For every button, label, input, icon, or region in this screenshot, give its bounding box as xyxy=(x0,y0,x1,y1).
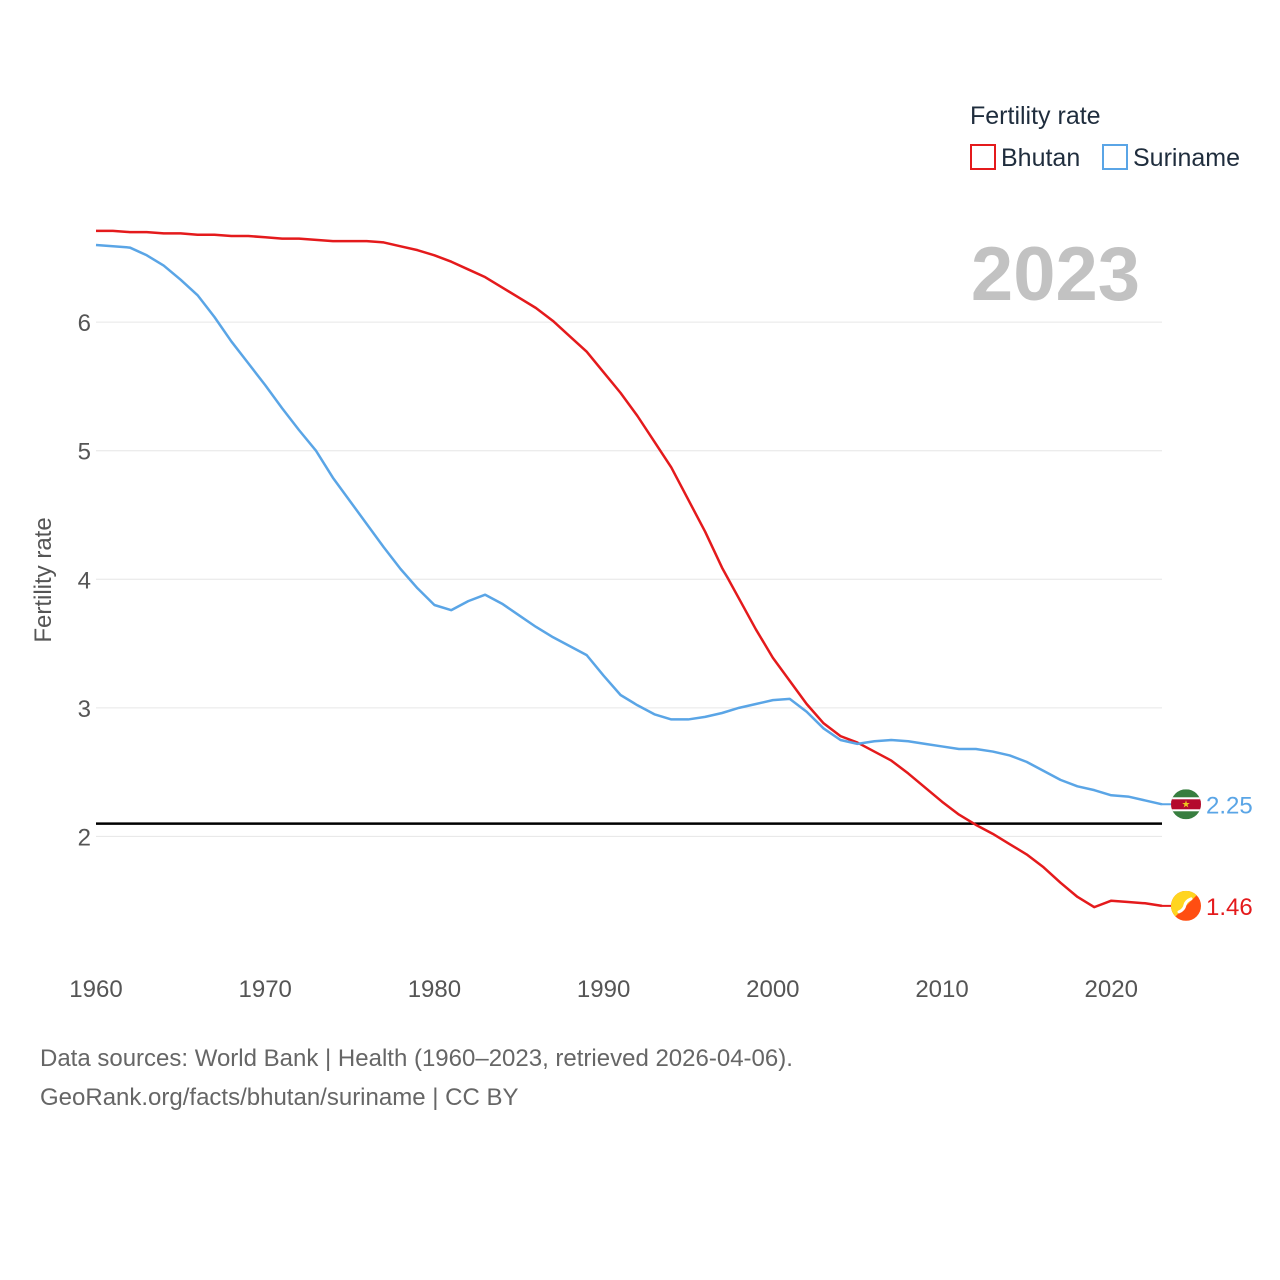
x-tick-label: 2020 xyxy=(1085,976,1138,1003)
legend: Fertility rate Bhutan Suriname xyxy=(970,102,1240,172)
legend-label-suriname: Suriname xyxy=(1133,144,1240,172)
series-line-bhutan xyxy=(96,229,1163,909)
end-value-label-suriname: 2.25 xyxy=(1206,792,1253,819)
y-tick-label: 5 xyxy=(78,439,91,466)
footer-sources: Data sources: World Bank | Health (1960–… xyxy=(40,1045,793,1072)
end-markers: 1.46 2.25 xyxy=(1162,789,1253,921)
y-axis-ticks: 2 3 4 5 6 xyxy=(78,310,91,851)
y-tick-label: 6 xyxy=(78,310,91,337)
y-tick-label: 2 xyxy=(78,824,91,851)
series-lines xyxy=(95,229,1163,909)
x-tick-label: 1960 xyxy=(69,976,122,1003)
x-tick-label: 1990 xyxy=(577,976,630,1003)
x-axis-ticks: 1960 1970 1980 1990 2000 2010 2020 xyxy=(69,976,1138,1003)
y-tick-label: 3 xyxy=(78,696,91,723)
legend-swatch-suriname xyxy=(1102,144,1128,170)
legend-label-bhutan: Bhutan xyxy=(1001,144,1080,172)
year-label: 2023 xyxy=(971,232,1140,317)
gridlines xyxy=(96,321,1162,837)
footer-attribution: GeoRank.org/facts/bhutan/suriname | CC B… xyxy=(40,1084,519,1111)
y-axis-title: Fertility rate xyxy=(30,517,57,642)
legend-title: Fertility rate xyxy=(970,102,1101,130)
end-value-label-bhutan: 1.46 xyxy=(1206,894,1253,921)
series-line-suriname xyxy=(95,243,1163,806)
suriname-flag-icon xyxy=(1171,789,1201,820)
bhutan-flag-icon xyxy=(1171,890,1201,921)
x-tick-label: 2000 xyxy=(746,976,799,1003)
x-tick-label: 2010 xyxy=(915,976,968,1003)
legend-swatch-bhutan xyxy=(970,144,996,170)
x-tick-label: 1980 xyxy=(408,976,461,1003)
y-tick-label: 4 xyxy=(78,567,91,594)
x-tick-label: 1970 xyxy=(239,976,292,1003)
